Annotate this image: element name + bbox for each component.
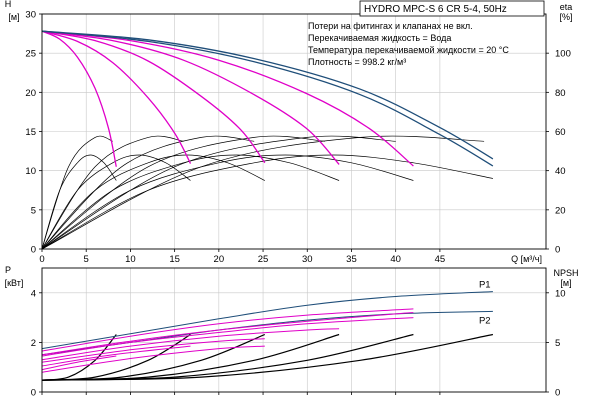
plot1-head-curve-6-lower: [41, 30, 494, 167]
grid-layer: [41, 13, 546, 393]
plot1-head-curve-1: [41, 30, 117, 167]
plot1-eta-curve-eta-4-b: [41, 135, 325, 250]
plot2-power-curve-p-5: [41, 345, 191, 367]
curve-layer: [41, 30, 494, 381]
plot1-xtick-label-3: 15: [169, 254, 180, 265]
plot1-xtick-label-6: 30: [302, 254, 313, 265]
plot1-ylabel-left-unit: [м]: [8, 12, 19, 22]
plot1-xtick-label-7: 35: [346, 254, 357, 265]
plot1-eta-curve-eta-4: [41, 154, 340, 250]
plot2-ytick-left-label-1: 2: [31, 338, 36, 349]
plot1-eta-curve-eta-6-b: [41, 135, 485, 250]
note-line-1: Потери на фитингах и клапанах не вкл.: [308, 21, 473, 31]
plot1-eta-curve-eta-6: [41, 154, 493, 250]
plot2-ylabel-left-unit: [кВт]: [5, 278, 24, 288]
plot1-ytick-left-label-5: 25: [25, 49, 36, 60]
plot2-npsh-curve-npsh-6: [41, 333, 494, 381]
plot1-xtick-label-1: 5: [84, 254, 89, 265]
plot1-xtick-label-0: 0: [39, 254, 44, 265]
plot1-ylabel-right: eta: [560, 2, 573, 12]
plot1-eta-curve-eta-2: [41, 154, 191, 250]
plot1-ytick-right-label-0: 0: [555, 245, 560, 256]
plot2-power-curve-p-7: [41, 308, 414, 352]
plot1-ytick-left-label-6: 30: [25, 10, 36, 21]
title-box: [359, 0, 545, 17]
plot1-ylabel-right-unit: [%]: [559, 12, 572, 22]
plot1-xtick-label-2: 10: [125, 254, 136, 265]
note-line-4: Плотность = 998.2 кг/м³: [308, 57, 406, 67]
plot1-head-curve-2: [41, 30, 192, 164]
plot1-ytick-left-label-1: 5: [31, 205, 36, 216]
plot1-xtick-label-8: 40: [390, 254, 401, 265]
plot1-eta-curve-eta-5: [41, 154, 414, 250]
series-label-p1: P1: [479, 280, 491, 291]
plot1-xtick-label-4: 20: [214, 254, 225, 265]
plot1-eta-curve-eta-5-b: [41, 135, 396, 250]
note-line-2: Перекачиваемая жидкость = Вода: [308, 33, 451, 43]
plot1-ytick-left-label-0: 0: [31, 245, 36, 256]
plot1-head-curve-5: [41, 30, 414, 167]
plot2-ylabel-left: P: [5, 265, 11, 275]
plot2-power-curve-p-2: [41, 317, 414, 357]
plot1-xtick-label-9: 45: [435, 254, 446, 265]
series-label-p2: P2: [479, 315, 491, 326]
plot2-ytick-right-label-2: 10: [555, 288, 566, 299]
text-layer: HYDRO MPC-S 6 CR 5-4, 50Hz Потери на фит…: [308, 0, 545, 67]
plot2-ytick-left-label-0: 0: [31, 388, 36, 399]
plot1-ytick-left-label-3: 15: [25, 127, 36, 138]
plot1-eta-curve-eta-1-b: [41, 135, 113, 250]
plot2-power-curve-p-6: [41, 355, 117, 371]
plot1-eta-curve-eta-2-b: [41, 135, 184, 250]
plot1-head-curve-3: [41, 30, 266, 164]
plot1-ytick-left-label-2: 10: [25, 166, 36, 177]
plot1-head-curve-6: [41, 30, 494, 160]
plot2-ytick-right-label-0: 0: [555, 388, 560, 399]
plot2-ytick-right-label-1: 5: [555, 338, 560, 349]
plot1-eta-curve-eta-1: [41, 154, 117, 250]
plot1-ylabel-left: H: [5, 0, 12, 9]
plot2-power-curve-p-4: [41, 338, 265, 363]
plot2-ytick-left-label-2: 4: [31, 288, 36, 299]
plot1-ytick-right-label-2: 40: [555, 166, 566, 177]
chart-title: HYDRO MPC-S 6 CR 5-4, 50Hz: [364, 4, 507, 15]
plot1-ytick-left-label-4: 20: [25, 88, 36, 99]
plot2-power-curve-p-3: [41, 328, 340, 361]
plot1-ytick-right-label-4: 80: [555, 88, 566, 99]
plot2-power-curve-P1: [41, 291, 493, 350]
plot2-power-curve-p-8: [41, 345, 265, 373]
plot2-frame: [41, 267, 547, 393]
plot2-power-curve-p-1: [41, 312, 414, 356]
plot1-head-curve-4: [41, 30, 340, 165]
plot1-ytick-right-label-3: 60: [555, 127, 566, 138]
plot1-ytick-right-label-1: 20: [555, 205, 566, 216]
note-line-3: Температура перекачиваемой жидкости = 20…: [308, 45, 509, 55]
plot2-ylabel-right: NPSH: [553, 268, 578, 278]
plot1-xlabel: Q [м³/ч]: [511, 254, 542, 264]
plot1-eta-curve-eta-3-b: [41, 135, 255, 250]
plot1-eta-curve-eta-3: [41, 154, 265, 250]
plot2-ylabel-right-unit: [м]: [560, 278, 571, 288]
plot1-xtick-label-5: 25: [258, 254, 269, 265]
plot1-ytick-right-label-5: 100: [555, 49, 571, 60]
